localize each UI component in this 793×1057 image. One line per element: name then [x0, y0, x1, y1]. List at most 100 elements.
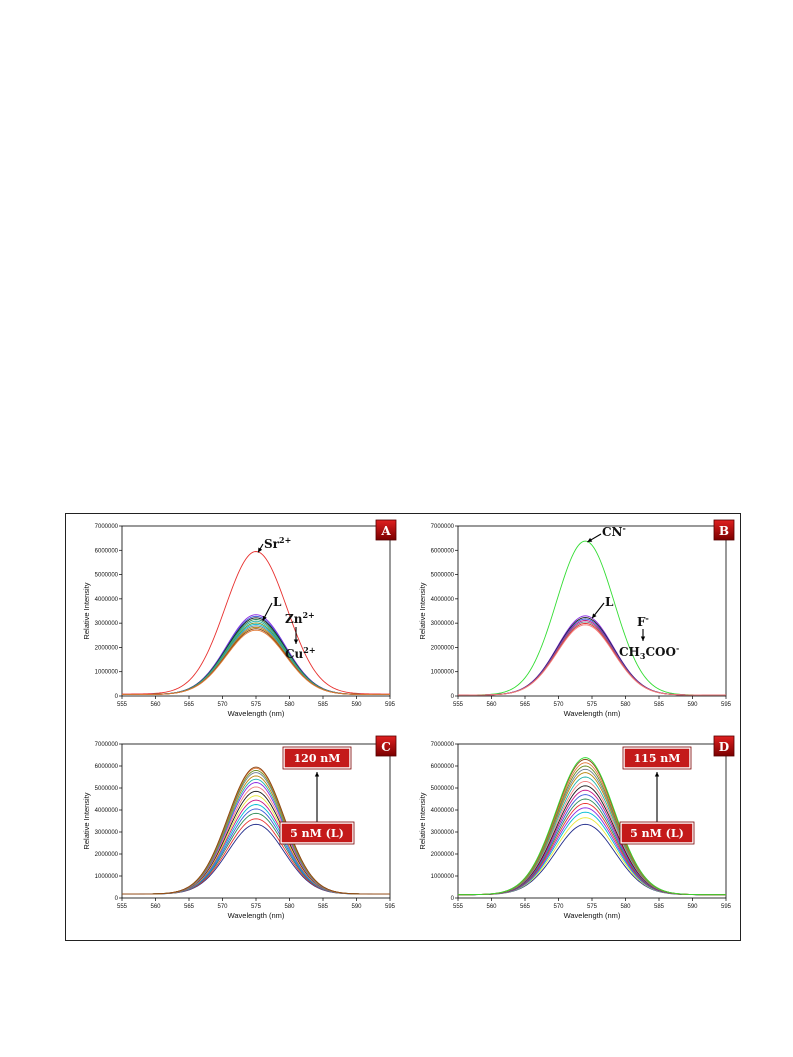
d-ytick-label-6: 6000000: [431, 764, 455, 770]
c-series-4: [122, 804, 390, 895]
a-xtick-label-6: 585: [318, 702, 329, 708]
d-top-box-text: 115 nM: [634, 752, 681, 765]
c-ytick-label-4: 4000000: [95, 808, 119, 814]
b-badge: [713, 519, 735, 541]
b-xtick-label-4: 575: [587, 702, 598, 708]
c-series-group: [122, 766, 390, 895]
b-series-7: [458, 624, 726, 696]
chart-c: 555 560 565 570 575 580 585 590 595 0 1000000 20000…: [82, 735, 397, 920]
d-xtick-label-3: 570: [553, 904, 564, 910]
c-bottom-box: [280, 822, 354, 844]
b-arrow-1-head: [592, 613, 597, 619]
c-xtick-label-4: 575: [251, 904, 262, 910]
b-arrow-0-head: [587, 537, 593, 543]
d-top-box-edge: [622, 746, 692, 770]
a-series-1: [122, 614, 390, 695]
b-plot-frame: [457, 525, 727, 697]
c-x-axis-title: Wavelength (nm): [228, 911, 285, 920]
b-series-3: [457, 618, 726, 696]
d-xtick-label-0: 555: [453, 904, 464, 910]
c-top-box-edge: [282, 746, 352, 770]
d-y-axis-title: Relative Intensity: [418, 792, 427, 849]
c-xtick-label-0: 555: [117, 904, 128, 910]
b-xtick-label-3: 570: [553, 702, 564, 708]
a-ytick-label-4: 4000000: [95, 597, 119, 603]
b-series-1: [457, 615, 726, 696]
c-xtick-label-6: 585: [318, 904, 329, 910]
panel-a: 555 560 565 570 575 580 585 590 595 0 1000000 20000…: [66, 514, 402, 730]
a-xtick-label-3: 570: [217, 702, 228, 708]
b-ytick-label-5: 5000000: [431, 573, 455, 579]
b-series-5: [458, 621, 726, 696]
chart-a: 555 560 565 570 575 580 585 590 595 0 1000000 20000…: [82, 519, 397, 718]
a-y-axis-title: Relative Intensity: [82, 582, 91, 639]
panel-b: 555 560 565 570 575 580 585 590 595 0 1000000 20000…: [402, 514, 740, 730]
d-xtick-label-1: 560: [486, 904, 497, 910]
c-series-5: [122, 799, 390, 895]
c-y-axis-title: Relative Intensity: [82, 792, 91, 849]
c-ytick-label-6: 6000000: [95, 764, 119, 770]
a-x-axis-title: Wavelength (nm): [228, 709, 285, 718]
d-series-group: [457, 757, 726, 896]
b-xtick-label-2: 565: [520, 702, 531, 708]
a-xtick-label-4: 575: [251, 702, 262, 708]
a-series-2: [122, 615, 390, 695]
a-xtick-label-8: 595: [385, 702, 396, 708]
a-ytick-label-7: 7000000: [95, 524, 119, 530]
c-ytick-label-5: 5000000: [95, 786, 119, 792]
d-ytick-label-3: 3000000: [431, 830, 455, 836]
b-series-4: [458, 620, 726, 696]
b-xtick-label-1: 560: [486, 702, 497, 708]
a-ytick-label-6: 6000000: [95, 548, 119, 554]
panel-d: 555 560 565 570 575 580 585 590 595 0 1000000 20000…: [402, 730, 740, 940]
a-series-6: [122, 622, 390, 695]
d-bottom-box-edge: [619, 821, 695, 845]
b-ytick-label-7: 7000000: [431, 524, 455, 530]
c-xtick-label-1: 560: [150, 904, 161, 910]
b-xtick-label-5: 580: [620, 702, 631, 708]
c-top-box: [283, 747, 351, 769]
c-ytick-label-1: 1000000: [95, 874, 119, 880]
a-ytick-label-5: 5000000: [95, 573, 119, 579]
d-series-16: [457, 757, 726, 896]
b-annotation-3: CH3COO-: [619, 643, 679, 661]
b-ytick-label-3: 3000000: [431, 621, 455, 627]
a-annotation-1: L: [273, 595, 282, 609]
a-xtick-label-2: 565: [184, 702, 195, 708]
a-series-4: [122, 619, 390, 695]
a-series-0: [121, 551, 391, 695]
c-xtick-label-5: 580: [284, 904, 295, 910]
b-series-6: [458, 622, 726, 696]
c-badge-label: C: [381, 740, 391, 754]
a-series-10: [122, 628, 390, 695]
a-xtick-label-0: 555: [117, 702, 128, 708]
a-annotation-3: Cu2+: [285, 645, 316, 661]
b-annotation-0: CN-: [602, 523, 626, 539]
d-bottom-box: [620, 822, 694, 844]
a-series-9: [122, 626, 390, 695]
c-badge: [375, 735, 397, 757]
b-ytick-label-6: 6000000: [431, 548, 455, 554]
d-bottom-box-text: 5 nM (L): [630, 827, 684, 840]
a-annotation-2: Zn2+: [285, 610, 315, 626]
c-series-6: [122, 795, 390, 895]
c-xtick-label-8: 595: [385, 904, 396, 910]
a-arrow-0-head: [258, 547, 263, 553]
d-ytick-label-0: 0: [451, 896, 455, 902]
c-ytick-label-2: 2000000: [95, 852, 119, 858]
d-badge: [713, 735, 735, 757]
c-ytick-label-3: 3000000: [95, 830, 119, 836]
a-annotation-0: Sr2+: [264, 535, 291, 551]
c-xtick-label-2: 565: [184, 904, 195, 910]
b-ytick-label-4: 4000000: [431, 597, 455, 603]
d-xtick-label-4: 575: [587, 904, 598, 910]
b-ytick-label-2: 2000000: [431, 645, 455, 651]
b-ytick-label-0: 0: [451, 694, 455, 700]
c-bottom-box-text: 5 nM (L): [290, 827, 344, 840]
b-badge-label: B: [719, 524, 729, 538]
b-arrow-2-head: [640, 636, 646, 641]
d-ytick-label-1: 1000000: [431, 874, 455, 880]
a-ytick-label-3: 3000000: [95, 621, 119, 627]
b-series-2: [457, 617, 726, 696]
chart-b: 555 560 565 570 575 580 585 590 595 0 1000000 20000…: [418, 519, 735, 718]
